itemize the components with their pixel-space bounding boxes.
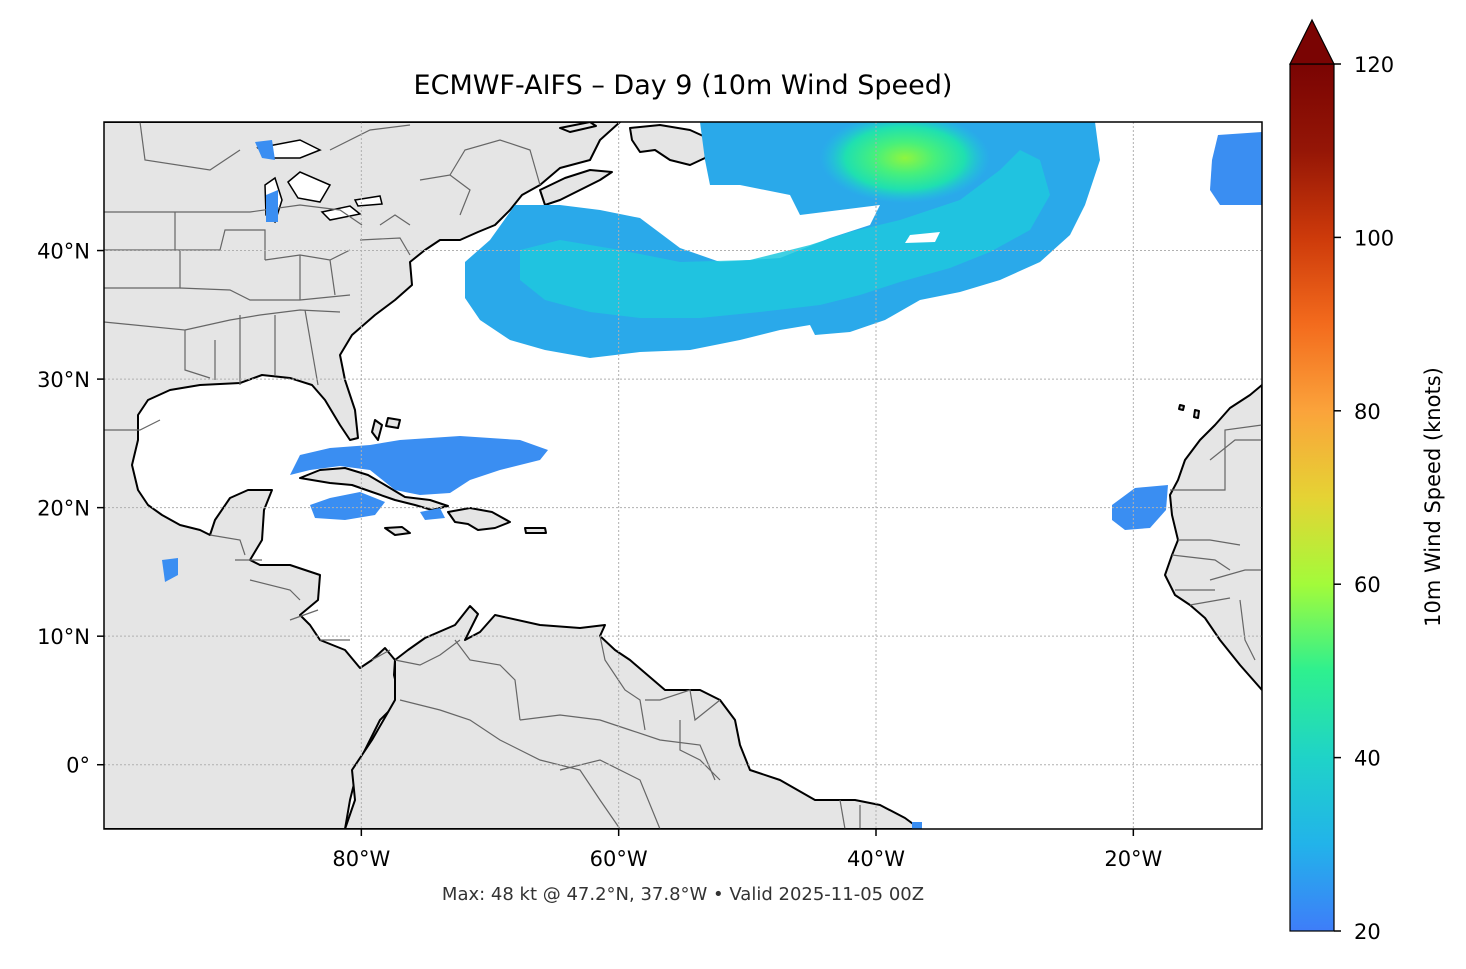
colorbar-tick-label: 80 (1354, 400, 1381, 424)
wind-storm-core (820, 122, 990, 203)
map-footer: Max: 48 kt @ 47.2°N, 37.8°W • Valid 2025… (441, 884, 925, 905)
political-borders (104, 122, 1262, 829)
wind-swath-inner (520, 150, 1050, 318)
newfoundland-island (629, 124, 713, 166)
north-america-land (104, 122, 621, 829)
colorbar: 20 40 60 80 100 120 10m Wind Speed (knots) (1289, 18, 1445, 944)
map-title: ECMWF-AIFS – Day 9 (10m Wind Speed) (413, 70, 953, 101)
colorbar-tick-label: 20 (1354, 920, 1381, 944)
wind-patch-east-atlantic (1210, 132, 1262, 205)
nova-scotia-land (539, 169, 613, 206)
wind-patch-great-lakes (266, 190, 278, 222)
south-america-land (344, 605, 921, 829)
latitude-axis: 40°N 30°N 20°N 10°N 0° (37, 240, 104, 778)
map-frame (103, 121, 1263, 830)
wind-patch-south-cuba (310, 492, 385, 520)
colorbar-extend-arrow (1289, 18, 1335, 65)
gridlines (104, 122, 1262, 829)
cuba-island (299, 467, 449, 511)
longitude-axis: 80°W 60°W 40°W 20°W (332, 829, 1163, 871)
colorbar-tick-label: 120 (1354, 53, 1394, 77)
wind-hole (905, 232, 940, 243)
lon-tick-label: 20°W (1104, 847, 1162, 871)
wind-patch-hispaniola (420, 508, 445, 520)
wind-patch-small (912, 822, 922, 829)
lat-tick-label: 30°N (37, 368, 90, 392)
lon-tick-label: 40°W (847, 847, 905, 871)
land (104, 122, 1262, 829)
colorbar-tick-label: 40 (1354, 747, 1381, 771)
great-lakes (256, 139, 383, 224)
colorbar-label: 10m Wind Speed (knots) (1421, 367, 1445, 627)
lat-tick-label: 0° (66, 754, 90, 778)
wind-patch-pacific (162, 558, 178, 582)
jamaica-island (384, 526, 411, 536)
colorbar-tick-label: 100 (1354, 226, 1394, 250)
lat-tick-label: 10°N (37, 625, 90, 649)
lon-tick-label: 60°W (590, 847, 648, 871)
lon-tick-label: 80°W (332, 847, 390, 871)
colorbar-ticks: 20 40 60 80 100 120 (1334, 53, 1394, 944)
anticosti-island (559, 122, 597, 133)
lat-tick-label: 40°N (37, 240, 90, 264)
hispaniola-island (447, 507, 511, 531)
wind-patch-superior (255, 140, 275, 160)
canary-islands (1178, 404, 1200, 419)
wind-speed-field (162, 122, 1262, 829)
puerto-rico-island (524, 527, 547, 534)
colorbar-gradient (1289, 63, 1335, 932)
bahamas-islands (371, 417, 401, 441)
wind-patch-caribbean (290, 436, 548, 495)
map-area (104, 122, 1262, 829)
lat-tick-label: 20°N (37, 497, 90, 521)
colorbar-tick-label: 60 (1354, 573, 1381, 597)
